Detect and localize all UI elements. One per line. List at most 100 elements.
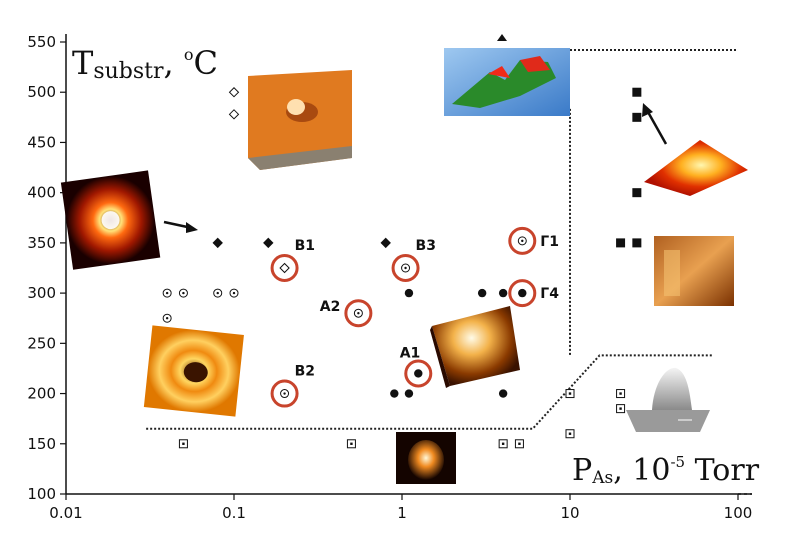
- circle-dot-marker: [162, 313, 172, 323]
- x-axis-label-unit: Torr: [685, 453, 760, 488]
- inset-image-sem: [626, 367, 710, 432]
- up-arrowhead: [497, 34, 507, 41]
- square-dot-marker: [616, 404, 626, 414]
- inset-image-ring-dark: [60, 170, 161, 270]
- highlight-ring: [508, 279, 537, 308]
- circle-dot-marker: [178, 288, 188, 298]
- y-tick-label: 450: [27, 133, 56, 151]
- labeled-point-B1: B1: [270, 238, 315, 282]
- x-tick-label: 1: [397, 504, 407, 522]
- filled-diamond-marker: [380, 237, 391, 249]
- y-tick-label: 150: [27, 435, 56, 453]
- filled-square-marker: [632, 87, 642, 97]
- circle-dot-center: [232, 291, 236, 295]
- y-tick-label: 250: [27, 334, 56, 352]
- point-label: A2: [320, 299, 341, 315]
- filled-square-marker: [632, 188, 642, 198]
- circle-dot-marker: [213, 288, 223, 298]
- square-dot-center: [350, 442, 353, 445]
- labeled-points: B1 B2 B3 A2 A1 Г1 Г4: [270, 226, 559, 408]
- highlight-ring: [270, 254, 299, 282]
- y-axis-label-main: T: [72, 44, 94, 82]
- circle-dot-marker: [162, 288, 172, 298]
- circle-dot-marker: [280, 389, 290, 399]
- y-axis-label: Tsubstr, oC: [72, 44, 218, 84]
- y-axis-label-sup: o: [184, 45, 194, 64]
- labeled-point-A1: A1: [400, 345, 433, 388]
- x-tick-label: 10: [560, 504, 579, 522]
- y-ticks: 100 150 200 250 300 350 400 450 500 550: [27, 33, 66, 503]
- labeled-point-A2: A2: [320, 299, 373, 328]
- y-tick-label: 550: [27, 33, 56, 51]
- filled-circle-marker: [404, 389, 414, 398]
- inset-image-small-mound: [396, 432, 456, 484]
- y-tick-label: 200: [27, 385, 56, 403]
- y-tick-label: 400: [27, 184, 56, 202]
- filled-circle-marker: [498, 389, 508, 398]
- inset-image-mound-3d: [430, 306, 520, 388]
- x-axis-label: PAs, 10-5 Torr: [572, 453, 760, 488]
- labeled-point-B2: B2: [270, 364, 315, 408]
- circle-dot-center: [283, 392, 286, 395]
- open-diamond-marker: [279, 262, 290, 274]
- y-axis-label-rest: ,: [164, 44, 184, 82]
- point-label: B3: [416, 238, 436, 254]
- y-tick-label: 100: [27, 485, 56, 503]
- highlight-ring: [344, 299, 373, 328]
- circle-dot-center: [521, 239, 524, 243]
- circle-dot-marker: [517, 236, 527, 246]
- circle-dot-marker: [353, 308, 363, 318]
- open-diamond-marker: [228, 87, 240, 98]
- filled-circle-marker: [414, 369, 423, 378]
- highlight-ring: [391, 254, 420, 282]
- circle-dot-center: [182, 291, 185, 295]
- inset-image-rough-surface: [654, 236, 734, 306]
- square-dot-center: [182, 442, 185, 445]
- square-dot-marker: [498, 439, 508, 449]
- point-label: B2: [295, 364, 315, 380]
- point-label: Г1: [540, 234, 559, 250]
- filled-square-marker: [632, 238, 642, 248]
- circle-dot-center: [165, 291, 169, 295]
- filled-circle-marker: [390, 389, 399, 398]
- filled-circle-marker: [498, 288, 508, 298]
- square-dot-marker: [565, 389, 575, 399]
- filled-diamond-marker: [212, 237, 223, 249]
- square-dot-center: [518, 442, 521, 445]
- square-dot-center: [568, 392, 572, 395]
- x-axis-label-sub: As: [591, 468, 613, 488]
- filled-square-marker: [616, 238, 626, 248]
- filled-circle-marker: [518, 288, 527, 298]
- filled-square-marker: [632, 112, 642, 122]
- data-markers: [162, 87, 642, 449]
- inset-image-pit-3d: [248, 70, 352, 170]
- circle-dot-marker: [229, 288, 239, 298]
- x-axis-label-rest: , 10: [613, 453, 670, 488]
- inset-image-blue-3d: [444, 48, 570, 116]
- point-label: B1: [295, 238, 315, 254]
- circle-dot-center: [165, 317, 169, 320]
- highlight-ring: [404, 359, 433, 388]
- square-dot-center: [568, 432, 572, 435]
- square-dot-center: [501, 442, 505, 445]
- arrow-to-square: [642, 103, 668, 145]
- square-dot-marker: [616, 389, 626, 399]
- y-tick-label: 500: [27, 83, 56, 101]
- square-dot-center: [619, 392, 622, 395]
- axes: [65, 34, 752, 495]
- x-tick-label: 0.01: [49, 504, 82, 522]
- square-dot-marker: [565, 429, 575, 439]
- inset-image-red-hill: [644, 140, 748, 196]
- y-tick-label: 300: [27, 284, 56, 302]
- circle-dot-center: [216, 291, 219, 295]
- y-axis-label-unit: C: [194, 44, 218, 82]
- x-axis-label-sup: -5: [670, 453, 685, 471]
- labeled-point-Г4: Г4: [508, 279, 559, 308]
- square-dot-center: [619, 407, 622, 410]
- y-axis-label-sub: substr: [93, 59, 164, 84]
- inset-image-ring-orange: [143, 325, 244, 417]
- circle-dot-marker: [401, 263, 411, 273]
- y-tick-label: 350: [27, 234, 56, 252]
- filled-circle-marker: [477, 288, 487, 298]
